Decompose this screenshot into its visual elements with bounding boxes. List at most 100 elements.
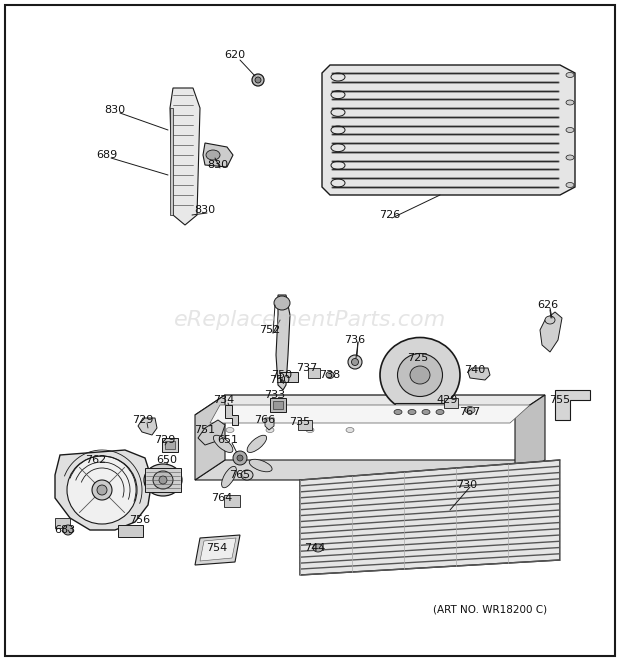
Ellipse shape (233, 451, 247, 465)
Ellipse shape (566, 128, 574, 132)
Text: 726: 726 (379, 210, 401, 220)
Ellipse shape (144, 464, 182, 496)
Text: 620: 620 (224, 50, 246, 60)
Text: 830: 830 (208, 160, 229, 170)
Text: 752: 752 (259, 325, 281, 335)
Text: (ART NO. WR18200 C): (ART NO. WR18200 C) (433, 605, 547, 615)
Text: 740: 740 (464, 365, 485, 375)
Text: 766: 766 (254, 415, 275, 425)
Text: 650: 650 (156, 455, 177, 465)
Ellipse shape (566, 155, 574, 160)
Bar (280, 372, 298, 382)
Bar (224, 495, 240, 507)
Text: 765: 765 (229, 470, 250, 480)
Text: 762: 762 (86, 455, 107, 465)
Polygon shape (322, 65, 575, 195)
Bar (55, 518, 70, 528)
Polygon shape (195, 460, 545, 480)
Polygon shape (200, 538, 236, 561)
Text: 725: 725 (407, 353, 428, 363)
Text: 729: 729 (132, 415, 154, 425)
Polygon shape (468, 368, 490, 380)
Polygon shape (195, 395, 545, 415)
Ellipse shape (213, 435, 233, 453)
Ellipse shape (566, 182, 574, 188)
Ellipse shape (313, 544, 323, 552)
Ellipse shape (410, 366, 430, 384)
Ellipse shape (422, 410, 430, 414)
Ellipse shape (408, 410, 416, 414)
Bar (270, 398, 286, 412)
Text: 830: 830 (104, 105, 126, 115)
Text: 751: 751 (195, 425, 216, 435)
Ellipse shape (465, 407, 475, 414)
Ellipse shape (153, 471, 173, 489)
Text: 830: 830 (195, 205, 216, 215)
Ellipse shape (545, 316, 555, 324)
Ellipse shape (412, 372, 418, 376)
Polygon shape (198, 420, 225, 445)
Polygon shape (138, 418, 157, 435)
Bar (395, 403, 445, 415)
Text: 750: 750 (270, 375, 291, 385)
Ellipse shape (352, 358, 358, 366)
Ellipse shape (348, 355, 362, 369)
Bar (308, 368, 320, 378)
Polygon shape (55, 450, 152, 530)
Polygon shape (170, 108, 173, 215)
Polygon shape (170, 88, 200, 225)
Polygon shape (210, 405, 530, 423)
Ellipse shape (274, 296, 290, 310)
Ellipse shape (397, 354, 443, 397)
Ellipse shape (380, 338, 460, 412)
Ellipse shape (67, 456, 137, 524)
Ellipse shape (97, 485, 107, 495)
Ellipse shape (247, 435, 267, 453)
Ellipse shape (249, 459, 272, 472)
Text: 734: 734 (213, 395, 234, 405)
Ellipse shape (566, 73, 574, 77)
Polygon shape (225, 405, 238, 425)
Ellipse shape (221, 467, 236, 488)
Text: 755: 755 (549, 395, 570, 405)
Ellipse shape (255, 77, 261, 83)
Text: 683: 683 (55, 525, 76, 535)
Ellipse shape (566, 100, 574, 105)
Text: 730: 730 (456, 480, 477, 490)
Ellipse shape (415, 364, 425, 372)
Text: 729: 729 (154, 435, 175, 445)
Bar (298, 420, 312, 430)
Text: 737: 737 (296, 363, 317, 373)
Text: 756: 756 (130, 515, 151, 525)
Bar (145, 468, 181, 492)
Bar (118, 525, 143, 537)
Text: 767: 767 (459, 407, 481, 417)
Ellipse shape (241, 470, 253, 480)
Text: 764: 764 (211, 493, 232, 503)
Ellipse shape (159, 476, 167, 484)
Text: 735: 735 (290, 417, 311, 427)
Text: 738: 738 (319, 370, 340, 380)
Text: 750: 750 (272, 370, 293, 380)
Text: 754: 754 (206, 543, 228, 553)
Polygon shape (540, 312, 562, 352)
Ellipse shape (63, 525, 73, 535)
Bar (125, 528, 140, 536)
Text: 733: 733 (265, 390, 286, 400)
Ellipse shape (266, 428, 274, 432)
Polygon shape (515, 395, 545, 480)
Polygon shape (265, 418, 274, 430)
Text: 689: 689 (96, 150, 118, 160)
Polygon shape (555, 390, 590, 420)
Ellipse shape (394, 410, 402, 414)
Ellipse shape (226, 428, 234, 432)
Ellipse shape (326, 371, 334, 379)
Ellipse shape (346, 428, 354, 432)
Text: eReplacementParts.com: eReplacementParts.com (174, 311, 446, 330)
Ellipse shape (252, 74, 264, 86)
Polygon shape (195, 535, 240, 565)
Polygon shape (276, 295, 290, 390)
Text: 429: 429 (436, 395, 458, 405)
Bar (162, 438, 178, 452)
Ellipse shape (436, 410, 444, 414)
